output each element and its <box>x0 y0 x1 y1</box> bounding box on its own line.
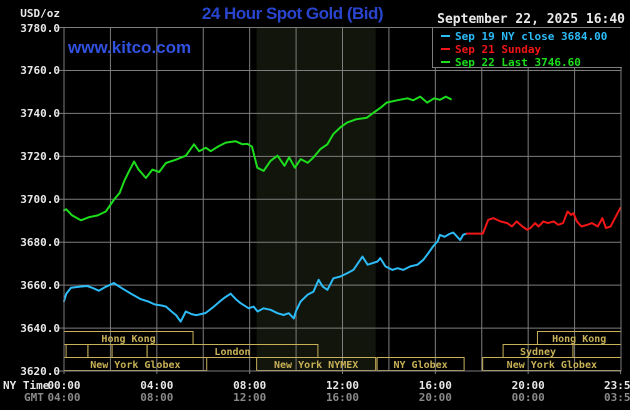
kitco-watermark-link[interactable]: www.kitco.com <box>68 38 192 57</box>
y-tick-label: 3720.0 <box>20 150 60 164</box>
y-tick-label: 3620.0 <box>20 365 60 378</box>
session-box <box>146 344 319 358</box>
y-tick-label: 3780.0 <box>20 21 60 35</box>
session-label: Sydney <box>520 347 556 358</box>
session-label: New York NYMEX <box>274 360 358 371</box>
series-line-sep19 <box>63 231 468 323</box>
session-label: New York Globex <box>90 360 180 371</box>
legend-entry-sep22: Sep 22 Last 3746.60 <box>441 56 622 69</box>
ny-time-tick-label: 20:00 <box>511 378 545 392</box>
y-tick-label: 3640.0 <box>20 322 60 336</box>
y-tick-label: 3760.0 <box>20 64 60 78</box>
ny-time-axis-label: NY Time <box>3 379 50 392</box>
session-box <box>65 344 89 358</box>
gmt-time-tick-label: 16:00 <box>325 390 360 404</box>
y-tick-label: 3740.0 <box>20 107 60 121</box>
chart-timestamp: September 22, 2025 16:40 <box>437 12 625 27</box>
ny-time-tick-label: 23:59 <box>603 378 630 392</box>
gmt-time-tick-label: 04:00 <box>47 390 81 404</box>
gmt-axis-label: GMT <box>24 391 44 404</box>
page-title: 24 Hour Spot Gold (Bid) <box>201 4 384 23</box>
y-axis-unit-label: USD/oz <box>20 7 60 20</box>
ny-time-tick-label: 08:00 <box>233 378 267 392</box>
sep22-line-swatch <box>441 60 450 63</box>
ny-time-tick-label: 12:00 <box>325 378 360 392</box>
ny-time-tick-label: 04:00 <box>140 378 174 392</box>
session-label: London <box>214 347 250 358</box>
sep19-line-swatch <box>441 34 450 37</box>
gmt-time-tick-label: 08:00 <box>140 390 174 404</box>
y-tick-label: 3660.0 <box>20 279 60 293</box>
session-label: Hong Kong <box>552 334 606 345</box>
y-tick-label: 3680.0 <box>20 236 60 250</box>
gmt-time-tick-label: 12:00 <box>233 390 267 404</box>
sep21-line-swatch <box>441 47 450 50</box>
legend-box: Sep 19 NY close 3684.00 Sep 21 Sunday Se… <box>432 28 622 69</box>
session-box <box>111 344 148 358</box>
session-label: Hong Kong <box>101 334 155 345</box>
session-box <box>572 344 622 358</box>
session-label: New York Globex <box>507 360 597 371</box>
y-tick-label: 3700.0 <box>20 193 60 207</box>
legend-entry-sep19: Sep 19 NY close 3684.00 <box>441 30 622 43</box>
session-label: NY Globex <box>394 360 448 371</box>
gmt-time-tick-label: 20:00 <box>418 390 452 404</box>
ny-time-tick-label: 16:00 <box>418 378 452 392</box>
ny-time-tick-label: 00:00 <box>47 378 81 392</box>
series-line-sep21 <box>465 206 622 235</box>
gmt-time-tick-label: 00:00 <box>511 390 545 404</box>
session-box <box>87 344 113 358</box>
plot-border <box>63 27 622 372</box>
gmt-time-tick-label: 03:59 <box>603 390 630 404</box>
legend-entry-sep21: Sep 21 Sunday <box>441 43 622 56</box>
series-line-sep22 <box>63 95 452 222</box>
